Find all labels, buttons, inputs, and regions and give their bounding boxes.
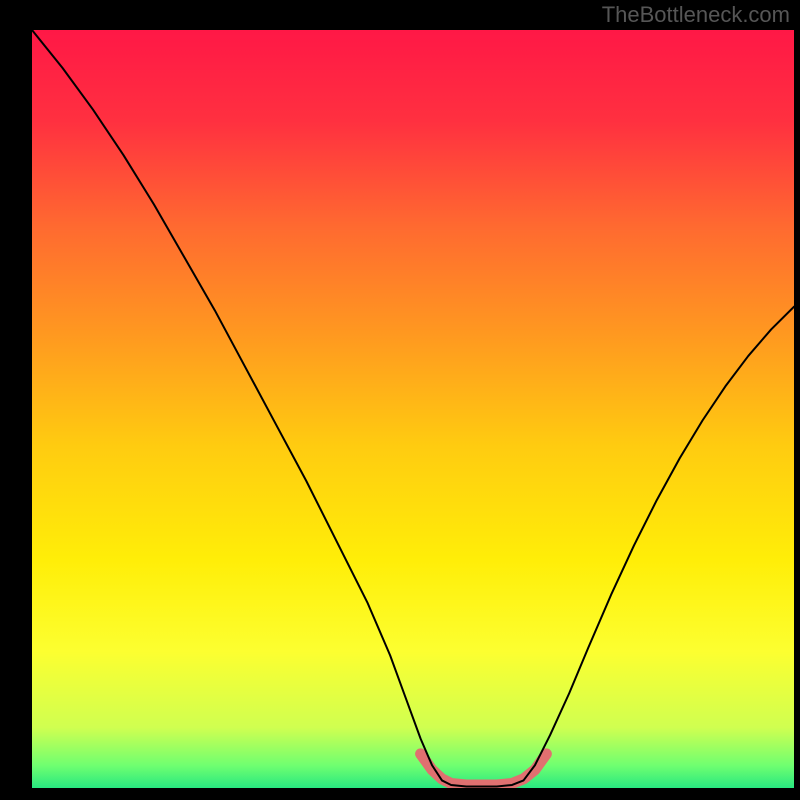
- chart-plot-area: [32, 30, 794, 788]
- bottleneck-chart: TheBottleneck.com: [0, 0, 800, 800]
- chart-canvas: [0, 0, 800, 800]
